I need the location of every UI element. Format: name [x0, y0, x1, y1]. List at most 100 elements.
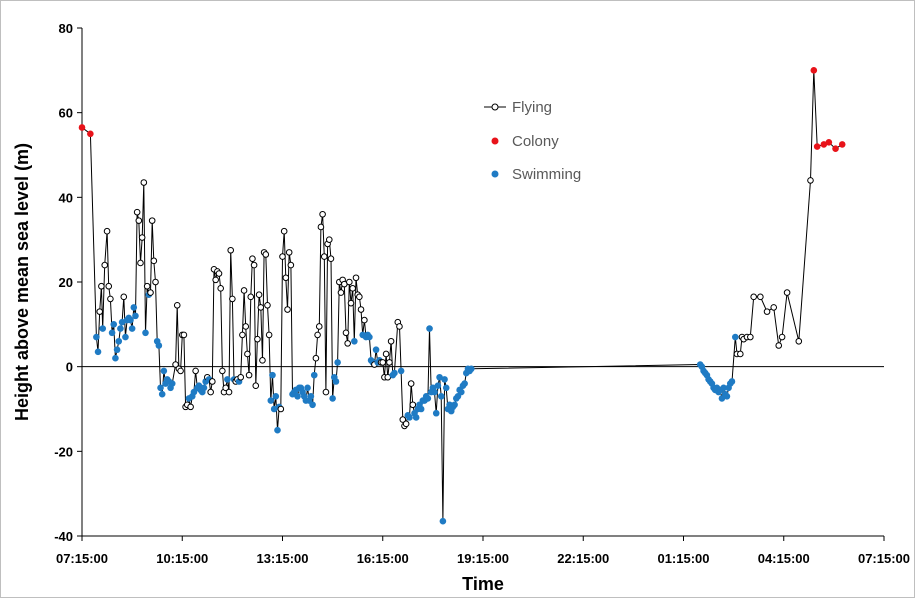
point-colony	[832, 145, 839, 152]
series-connecting-line	[81, 70, 843, 522]
y-ticks: -40 -20 0 20 40 60 80	[54, 21, 82, 544]
point-flying	[101, 261, 109, 269]
point-flying	[770, 304, 778, 311]
point-swimming	[728, 378, 736, 385]
point-swimming	[269, 371, 276, 379]
legend-item-colony: Colony	[491, 133, 559, 150]
point-swimming	[122, 333, 129, 341]
point-swimming	[307, 393, 315, 400]
point-swimming	[437, 393, 445, 400]
point-swimming	[108, 329, 116, 337]
point-swimming	[432, 409, 440, 417]
point-flying	[250, 261, 258, 269]
x-tick-label: 22:15:00	[557, 551, 609, 566]
point-colony	[810, 67, 818, 74]
point-swimming	[270, 405, 278, 413]
point-swimming	[391, 369, 398, 377]
x-tick-label: 04:15:00	[758, 551, 810, 566]
point-flying	[259, 357, 266, 364]
y-tick-label: 60	[59, 106, 73, 121]
data-points	[78, 67, 846, 525]
point-flying	[227, 246, 235, 254]
point-flying	[137, 259, 144, 267]
point-flying	[143, 282, 151, 290]
point-flying	[357, 306, 365, 313]
point-swimming	[457, 388, 465, 396]
point-swimming	[93, 333, 100, 341]
point-flying	[103, 227, 111, 235]
point-flying	[399, 416, 407, 423]
y-tick-label: -40	[54, 529, 73, 544]
legend-item-swimming: Swimming	[491, 166, 581, 183]
point-flying	[150, 257, 158, 265]
point-swimming	[431, 388, 438, 396]
point-flying	[135, 217, 143, 224]
legend-flying-marker	[491, 103, 499, 111]
point-flying	[147, 289, 154, 296]
point-swimming	[142, 329, 149, 337]
point-swimming	[272, 393, 280, 400]
point-flying	[249, 255, 256, 263]
point-swimming	[168, 380, 176, 387]
point-swimming	[117, 325, 124, 332]
point-flying	[247, 293, 255, 301]
point-swimming	[130, 304, 138, 311]
point-swimming	[132, 312, 139, 320]
point-flying	[152, 278, 159, 286]
point-flying	[319, 210, 326, 218]
point-flying	[337, 289, 345, 296]
point-flying	[180, 331, 188, 339]
x-axis-title: Time	[462, 574, 504, 594]
point-flying	[207, 388, 214, 396]
point-flying	[257, 304, 265, 311]
x-tick-label: 10:15:00	[156, 551, 208, 566]
point-swimming	[110, 321, 118, 328]
point-flying	[284, 306, 291, 313]
point-flying	[282, 274, 290, 282]
point-flying	[757, 293, 764, 301]
point-flying	[277, 405, 285, 413]
point-flying	[177, 367, 184, 375]
point-swimming	[434, 382, 442, 390]
point-flying	[778, 333, 786, 341]
point-flying	[172, 361, 179, 368]
legend-swimming-label: Swimming	[512, 166, 581, 183]
point-flying	[219, 367, 226, 375]
point-flying	[173, 301, 181, 309]
point-swimming	[731, 333, 739, 341]
point-flying	[98, 282, 105, 290]
point-flying	[252, 382, 260, 390]
point-flying	[133, 208, 141, 216]
point-flying	[254, 335, 261, 343]
point-flying	[138, 234, 146, 241]
point-flying	[349, 285, 356, 292]
point-swimming	[412, 414, 420, 421]
point-swimming	[224, 376, 231, 383]
point-flying	[105, 282, 113, 290]
point-swimming	[334, 359, 341, 366]
point-flying	[320, 253, 328, 260]
point-flying	[237, 373, 245, 381]
point-flying	[225, 388, 233, 396]
point-colony	[87, 130, 94, 138]
point-swimming	[424, 395, 432, 402]
point-swimming	[442, 384, 450, 392]
point-swimming	[113, 346, 121, 354]
point-colony	[813, 143, 821, 150]
point-flying	[322, 388, 330, 396]
point-flying	[209, 378, 216, 385]
point-flying	[255, 291, 263, 299]
point-flying	[807, 177, 814, 184]
point-flying	[217, 285, 224, 292]
point-swimming	[439, 517, 447, 525]
point-flying	[342, 329, 350, 337]
point-swimming	[329, 395, 336, 402]
point-swimming	[294, 393, 301, 400]
y-tick-label: 40	[59, 190, 73, 205]
point-flying	[396, 323, 403, 330]
point-swimming	[372, 346, 380, 354]
point-swimming	[461, 380, 468, 387]
x-tick-label: 13:15:00	[256, 551, 308, 566]
point-flying	[285, 249, 293, 256]
y-tick-label: 0	[66, 360, 73, 375]
